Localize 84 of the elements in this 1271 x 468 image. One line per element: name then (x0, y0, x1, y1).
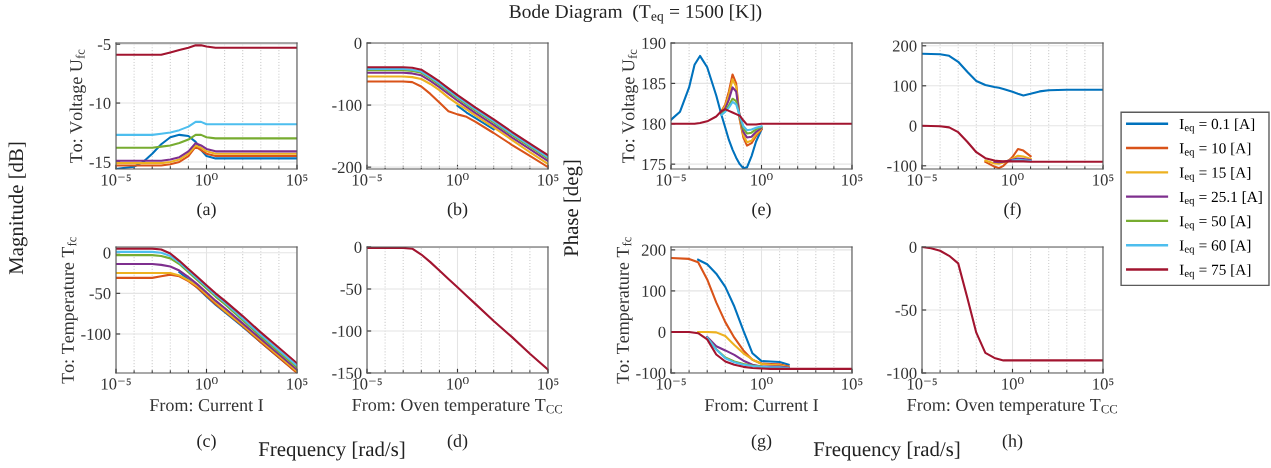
text: (d) (447, 434, 468, 451)
x-tick-label: 10⁵ (1093, 174, 1114, 186)
y-axis-title: To: Voltage U$_{fc}$ (621, 49, 639, 164)
y-tick-label: -100 (636, 367, 666, 379)
y-tick-label: 0 (909, 241, 917, 253)
y-tick-label: -200 (332, 161, 362, 174)
y-axis-title: To: Temperature T$_{fc}$ (61, 237, 78, 384)
x-tick-label: 10⁰ (751, 173, 773, 186)
y-tick-label: 0 (103, 247, 111, 259)
legend-label: I$_{eq}$ = 75 [A] (1179, 264, 1251, 280)
line-series (984, 147, 1032, 169)
x-tick-label: 10⁻⁵ (907, 174, 937, 186)
y-tick-label: 0 (354, 241, 362, 253)
x-tick-label: 10⁻⁵ (656, 378, 686, 390)
x-tick-label: 10⁻⁵ (352, 378, 382, 390)
y-axis-title: To: Voltage U$_{fc}$ (69, 49, 86, 164)
y-tick-label: -150 (332, 367, 362, 379)
y-tick-label: 100 (642, 285, 666, 297)
y-tick-label: 0 (658, 326, 666, 338)
y-tick-label: -5 (97, 39, 111, 51)
x-tick-label: 10⁰ (1002, 377, 1024, 390)
x-tick-label: 10⁰ (447, 377, 469, 390)
x-axis-title: From: Current I (149, 399, 264, 412)
text: Phase [deg] (563, 160, 583, 257)
text: (h) (1002, 434, 1023, 451)
y-tick-label: -100 (81, 328, 111, 340)
x-tick-label: 10⁻⁵ (101, 378, 131, 390)
legend-label: I$_{eq}$ = 25.1 [A] (1179, 191, 1262, 207)
y-tick-label: 175 (642, 158, 666, 171)
text: (e) (752, 202, 771, 219)
chart-title: Bode Diagram (T$_{eq}$ = 1500 [K]) (509, 4, 762, 24)
y-tick-label: 200 (641, 244, 666, 256)
text: (b) (447, 202, 468, 219)
x-tick-label: 10⁰ (751, 377, 773, 390)
text: Frequency [rad/s] (813, 441, 960, 461)
y-tick-label: -100 (332, 325, 362, 337)
x-tick-label: 10⁵ (538, 174, 559, 186)
x-tick-label: 10⁵ (1093, 378, 1114, 390)
y-tick-label: 200 (892, 40, 917, 52)
y-tick-label: -100 (887, 160, 917, 172)
x-tick-label: 10⁵ (842, 378, 863, 390)
text: (c) (197, 434, 216, 451)
text: Frequency [rad/s] (258, 441, 405, 461)
y-tick-label: -10 (89, 97, 111, 109)
x-tick-label: 10⁰ (1002, 173, 1024, 186)
y-tick-label: 100 (893, 80, 917, 92)
legend-label: I$_{eq}$ = 0.1 [A] (1179, 118, 1255, 134)
legend-label: I$_{eq}$ = 15 [A] (1179, 166, 1251, 182)
y-tick-label: 185 (642, 78, 666, 90)
line-series (697, 330, 790, 369)
x-tick-label: 10⁻⁵ (907, 378, 937, 390)
legend-label: I$_{eq}$ = 50 [A] (1179, 215, 1251, 231)
y-axis-title: To: Temperature T$_{fc}$ (616, 237, 633, 384)
legend-label: I$_{eq}$ = 10 [A] (1179, 142, 1251, 158)
text: Magnitude [dB] (8, 142, 28, 275)
x-tick-label: 10⁰ (447, 173, 469, 186)
x-tick-label: 10⁰ (196, 173, 218, 186)
x-tick-label: 10⁰ (196, 377, 218, 390)
y-tick-label: 0 (354, 37, 362, 49)
x-tick-label: 10⁻⁵ (352, 174, 382, 186)
x-axis-title: From: Oven temperature T$_{CC}$ (352, 398, 563, 415)
y-tick-label: -100 (332, 99, 362, 112)
line-series (984, 154, 1032, 165)
x-tick-label: 10⁵ (842, 174, 863, 186)
x-tick-label: 10⁻⁵ (656, 174, 686, 186)
y-tick-label: -50 (340, 283, 362, 295)
x-tick-label: 10⁵ (287, 378, 308, 390)
line-series (697, 258, 790, 366)
y-tick-label: -50 (89, 288, 111, 300)
y-tick-label: 190 (642, 37, 666, 49)
text: (g) (751, 434, 772, 451)
text: (a) (197, 202, 216, 219)
y-tick-label: -100 (887, 367, 917, 379)
legend-label: I$_{eq}$ = 60 [A] (1179, 239, 1251, 255)
x-tick-label: 10⁵ (538, 378, 559, 390)
y-tick-label: 180 (642, 118, 666, 130)
x-axis-title: From: Current I (704, 399, 819, 412)
y-tick-label: 0 (909, 120, 917, 132)
text: (f) (1004, 202, 1021, 219)
y-tick-label: -50 (895, 304, 917, 316)
y-tick-label: -15 (89, 156, 111, 168)
x-axis-title: From: Oven temperature T$_{CC}$ (907, 398, 1118, 415)
x-tick-label: 10⁵ (287, 174, 308, 186)
x-tick-label: 10⁻⁵ (101, 174, 131, 186)
